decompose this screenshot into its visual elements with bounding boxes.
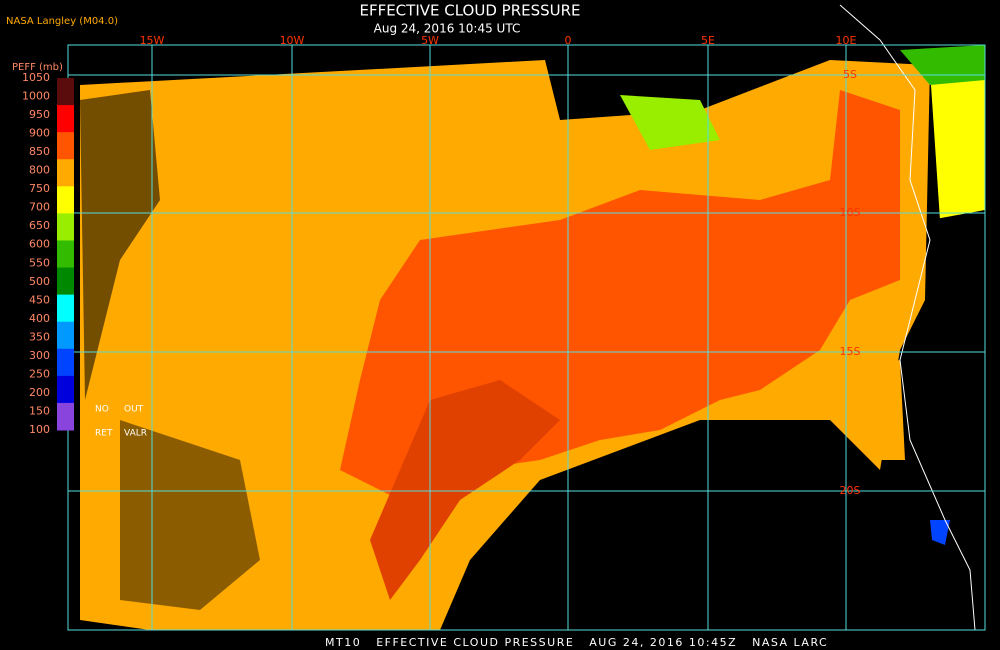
colorbar-tick: 400: [29, 312, 50, 325]
lon-label: 5E: [701, 34, 715, 47]
graticule: [67, 44, 986, 631]
colorbar-note: NO: [95, 405, 109, 415]
subtitle: Aug 24, 2016 10:45 UTC: [374, 22, 521, 36]
colorbar-tick: 1000: [22, 90, 50, 103]
colorbar-note: VALR: [124, 429, 147, 439]
lon-label: 10E: [836, 34, 857, 47]
footer: MT10 EFFECTIVE CLOUD PRESSURE AUG 24, 20…: [325, 636, 828, 649]
lat-label: 10S: [840, 206, 861, 219]
colorbar-label: PEFF (mb): [12, 62, 63, 73]
colorbar-tick: 450: [29, 293, 50, 306]
colorbar-swatch: [57, 78, 74, 106]
colorbar-tick: 550: [29, 256, 50, 269]
colorbar-tick: 150: [29, 404, 50, 417]
lon-label: 15W: [140, 34, 165, 47]
colorbar-tick: 900: [29, 127, 50, 140]
colorbar-tick: 750: [29, 182, 50, 195]
colorbar-note: OUT: [124, 405, 144, 415]
colorbar-swatch: [57, 132, 74, 160]
colorbar-swatch: [57, 321, 74, 350]
lon-label: 5W: [421, 34, 439, 47]
colorbar-tick: 250: [29, 367, 50, 380]
colorbar-swatch: [57, 294, 74, 323]
colorbar-tick: 650: [29, 219, 50, 232]
colorbar-swatch: [57, 159, 74, 187]
lat-label: 5S: [843, 68, 857, 81]
colorbar-note: RET: [95, 429, 113, 439]
colorbar-tick: 950: [29, 108, 50, 121]
colorbar-swatch: [57, 267, 74, 296]
colorbar-swatch: [57, 213, 74, 241]
title: EFFECTIVE CLOUD PRESSURE: [359, 2, 580, 20]
colorbar-tick: 800: [29, 164, 50, 177]
colorbar-tick: 1050: [22, 71, 50, 84]
colorbar-swatch: [57, 375, 74, 404]
colorbar-swatch: [57, 186, 74, 214]
colorbar-tick: 850: [29, 145, 50, 158]
colorbar-tick: 600: [29, 238, 50, 251]
lat-label: 15S: [840, 345, 861, 358]
colorbar-swatch: [57, 240, 74, 269]
colorbar-tick: 350: [29, 330, 50, 343]
colorbar-tick: 100: [29, 423, 50, 436]
lon-label: 10W: [280, 34, 305, 47]
colorbar-swatch: [57, 402, 74, 431]
colorbar-swatch: [57, 105, 74, 133]
lon-label: 0: [565, 34, 572, 47]
colorbar-tick: 200: [29, 386, 50, 399]
colorbar-swatch: [57, 348, 74, 377]
lat-label: 20S: [840, 484, 861, 497]
colorbar-tick: 500: [29, 275, 50, 288]
cloud-map: [68, 4, 985, 631]
colorbar-tick: 700: [29, 201, 50, 214]
credit: NASA Langley (M04.0): [6, 16, 118, 27]
colorbar-tick: 300: [29, 349, 50, 362]
